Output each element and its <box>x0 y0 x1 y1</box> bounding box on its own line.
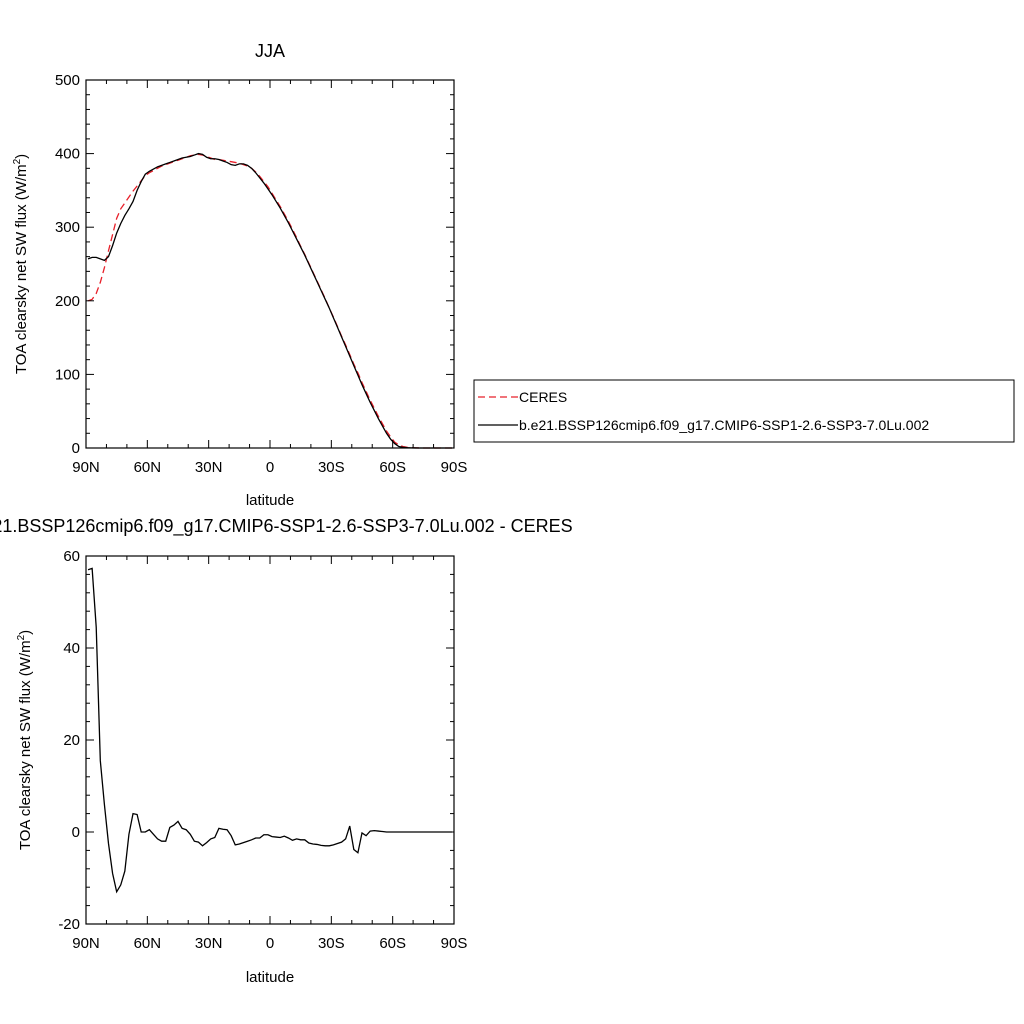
y-axis-label: TOA clearsky net SW flux (W/m2) <box>12 154 30 374</box>
bottom-axis-ticks: 90N 60N 30N 0 30S 60S 90S -20 0 20 40 60 <box>58 548 467 952</box>
y-tick-label: -20 <box>58 916 80 933</box>
legend: CERES b.e21.BSSP126cmip6.f09_g17.CMIP6-S… <box>473 379 1015 443</box>
y-tick-label: 0 <box>72 824 80 841</box>
y-tick-label: 400 <box>55 146 80 163</box>
y-tick-label: 100 <box>55 366 80 383</box>
top-plot-marks <box>87 152 452 449</box>
chart-title: JJA <box>255 41 285 61</box>
x-tick-label: 0 <box>266 935 274 952</box>
plot-frame <box>85 79 455 449</box>
x-tick-label: 90S <box>441 459 468 476</box>
y-tick-label: 40 <box>63 640 80 657</box>
legend-label-ceres: CERES <box>519 389 567 405</box>
chart-top: JJA 90N 60N 30N 0 30S 60S 90S0100200300400500 … <box>12 41 467 509</box>
x-tick-label: 60S <box>379 459 406 476</box>
plot-frame <box>85 555 455 925</box>
x-tick-label: 30S <box>318 459 345 476</box>
x-axis-label: latitude <box>246 492 294 509</box>
series-line-1 <box>87 152 452 449</box>
y-axis-label: TOA clearsky net SW flux (W/m2) <box>16 630 34 850</box>
y-tick-label: 500 <box>55 72 80 89</box>
chart-title: b.e21.BSSP126cmip6.f09_g17.CMIP6-SSP1-2.… <box>0 516 573 537</box>
x-tick-label: 30N <box>195 935 223 952</box>
y-tick-label: 300 <box>55 219 80 236</box>
x-tick-label: 60N <box>134 935 162 952</box>
x-tick-label: 30N <box>195 459 223 476</box>
series-line-0 <box>87 567 452 894</box>
y-tick-label: 20 <box>63 732 80 749</box>
x-tick-label: 60N <box>134 459 162 476</box>
x-tick-label: 90S <box>441 935 468 952</box>
y-tick-label: 60 <box>63 548 80 565</box>
x-tick-label: 30S <box>318 935 345 952</box>
series-line-0 <box>87 153 452 449</box>
legend-box <box>473 379 1015 443</box>
x-axis-label: latitude <box>246 969 294 986</box>
x-tick-label: 60S <box>379 935 406 952</box>
y-tick-label: 0 <box>72 440 80 457</box>
y-tick-label: 200 <box>55 293 80 310</box>
top-axis-ticks: 90N 60N 30N 0 30S 60S 90S 0 100 200 300 400 500 <box>55 72 467 476</box>
bottom-plot-marks <box>87 567 452 894</box>
chart-bottom: b.e21.BSSP126cmip6.f09_g17.CMIP6-SSP1-2.… <box>0 516 573 986</box>
x-tick-label: 0 <box>266 459 274 476</box>
x-tick-label: 90N <box>72 935 100 952</box>
x-tick-label: 90N <box>72 459 100 476</box>
legend-label-model: b.e21.BSSP126cmip6.f09_g17.CMIP6-SSP1-2.… <box>519 417 929 433</box>
